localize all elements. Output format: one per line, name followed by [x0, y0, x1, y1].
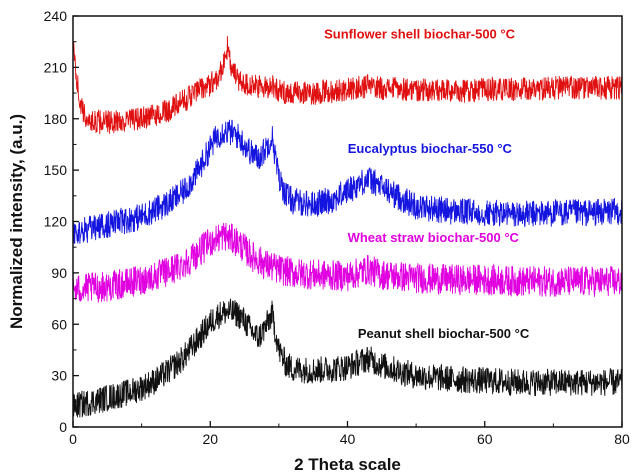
x-axis-title: 2 Theta scale	[294, 455, 401, 474]
series-line-3	[72, 298, 623, 418]
series-label-1: Eucalyptus biochar-550 °C	[348, 141, 513, 156]
y-tick-label: 150	[44, 162, 68, 178]
plot-area	[72, 36, 623, 418]
series-line-2	[72, 222, 623, 303]
series-label-2: Wheat straw biochar-500 °C	[348, 230, 520, 245]
x-axis: 0 20 40 60 80	[69, 421, 630, 447]
x-tick-label: 60	[477, 431, 493, 447]
series-labels: Sunflower shell biochar-500 °C Eucalyptus…	[324, 26, 530, 341]
series-line-1	[72, 119, 623, 244]
y-axis: 0 30 60 90 120 150 180 210 240	[44, 8, 79, 435]
y-tick-label: 210	[44, 59, 68, 75]
y-tick-label: 120	[44, 214, 68, 230]
y-axis-title: Normalized intensity, (a.u.)	[7, 114, 26, 329]
series-label-3: Peanut shell biochar-500 °C	[358, 326, 530, 341]
x-tick-label: 20	[202, 431, 218, 447]
y-tick-label: 90	[51, 265, 67, 281]
y-tick-label: 240	[44, 8, 68, 24]
x-tick-label: 40	[340, 431, 356, 447]
series-line-0	[72, 36, 623, 134]
y-tick-label: 30	[51, 368, 67, 384]
y-tick-label: 60	[51, 316, 67, 332]
x-tick-label: 0	[69, 431, 77, 447]
series-label-0: Sunflower shell biochar-500 °C	[324, 26, 515, 41]
x-tick-label: 80	[614, 431, 630, 447]
y-tick-label: 0	[59, 419, 67, 435]
y-tick-label: 180	[44, 111, 68, 127]
